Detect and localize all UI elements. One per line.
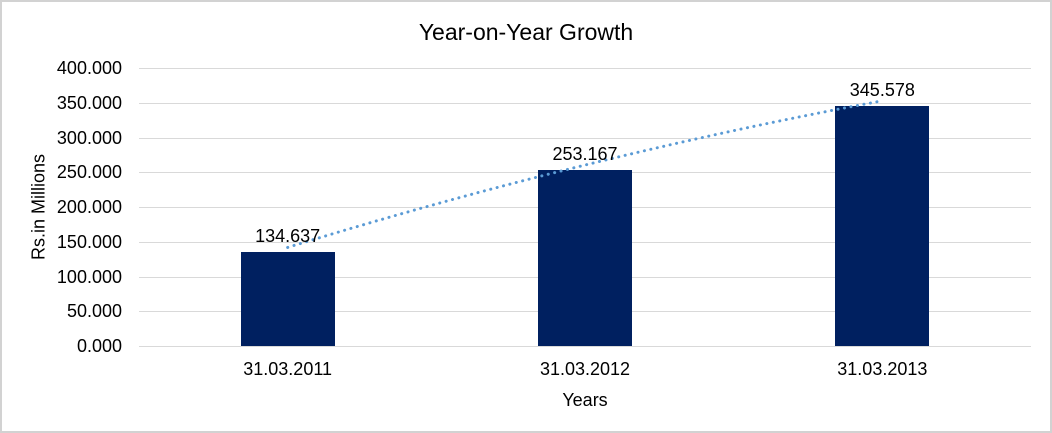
trendline-layer xyxy=(286,99,884,249)
gridline xyxy=(139,346,1031,347)
y-tick-label: 200.000 xyxy=(56,197,122,217)
bar-value-label: 345.578 xyxy=(849,79,915,100)
x-tick-label: 31.03.2011 xyxy=(243,359,333,379)
bar-31.03.2012 xyxy=(538,170,632,346)
gridline xyxy=(139,102,1031,104)
trendline xyxy=(286,99,884,249)
y-tick-label: 300.000 xyxy=(56,127,122,148)
y-tick-label: 50.000 xyxy=(66,301,122,322)
bar-31.03.2011 xyxy=(240,252,335,346)
bar-value-label: 134.637 xyxy=(255,226,321,247)
x-tick-label: 31.03.2012 xyxy=(539,359,631,379)
y-tick-label: 150.000 xyxy=(56,231,122,252)
plot-area xyxy=(139,68,1031,347)
chart-title: Year-on-Year Growth xyxy=(418,19,634,45)
y-tick-label: 350.000 xyxy=(56,92,122,113)
y-tick-label: 250.000 xyxy=(56,162,122,183)
bar-31.03.2013 xyxy=(835,105,930,346)
gridline xyxy=(139,68,1031,69)
x-tick-label: 31.03.2013 xyxy=(837,359,928,379)
y-tick-label: 400.000 xyxy=(56,58,122,78)
x-axis-title: Years xyxy=(562,390,608,410)
y-tick-label: 100.000 xyxy=(56,266,122,287)
gridline xyxy=(139,137,1031,139)
y-tick-label: 0.000 xyxy=(76,336,122,356)
bar-value-label: 253.167 xyxy=(552,144,618,165)
